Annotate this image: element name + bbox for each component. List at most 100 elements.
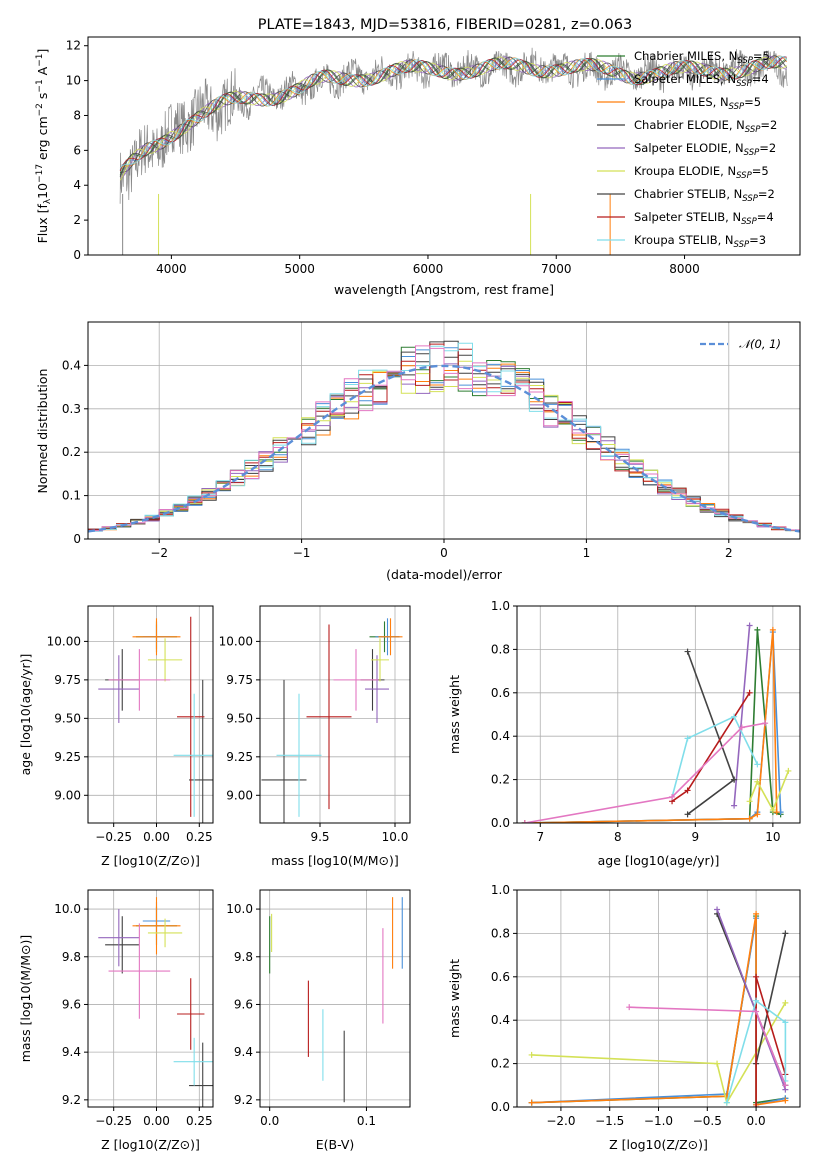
legend-label: Chabrier ELODIE, NSSP=2 (634, 118, 777, 135)
plot-area (98, 616, 213, 823)
y-tick-label: 1.0 (491, 883, 510, 897)
histogram-step (88, 343, 800, 534)
weight-marker (769, 626, 776, 633)
y-tick-label: 8 (73, 108, 81, 122)
mass-vs-EBV-panel: 0.0 0.1 9.2 9.4 9.6 9.8 10.0 E(B-V) (226, 889, 411, 1152)
histogram-series (88, 340, 800, 534)
model-spectrum (120, 55, 788, 173)
weight-marker (684, 787, 691, 794)
y-axis-label: mass [log10(M/M⊙)] (18, 935, 33, 1063)
y-tick-label: 9.6 (62, 997, 81, 1011)
y-tick-label: 0 (73, 532, 81, 546)
weight-marker (746, 622, 753, 629)
y-tick-label: 9.75 (226, 673, 253, 687)
weight-line (716, 909, 787, 1090)
model-spectrum (119, 57, 787, 178)
weight-marker (746, 798, 753, 805)
weight-line (687, 778, 735, 815)
y-tick-label: 2 (73, 213, 81, 227)
y-tick-label: 9.4 (234, 1045, 253, 1059)
y-tick-label: 10.0 (226, 902, 253, 916)
plot-area (528, 906, 789, 1107)
y-tick-label: 9.75 (54, 673, 81, 687)
weight-vs-age-panel: 7 8 9 10 0.0 0.2 0.4 0.6 0.8 1.0 age [log10(age/yr… (447, 599, 801, 868)
error-cross (98, 655, 140, 723)
spectrum-frame (87, 36, 801, 256)
model-spectrum (119, 55, 787, 179)
y-tick-label: 10 (66, 74, 81, 88)
error-cross (177, 978, 205, 1050)
weight-marker (528, 1099, 535, 1106)
weight-marker (773, 809, 780, 816)
y-tick-label: 10.0 (54, 902, 81, 916)
y-tick-label: 0.0 (491, 816, 510, 830)
weight-marker (626, 1004, 633, 1011)
y-tick-label: 9.4 (62, 1045, 81, 1059)
y-axis-label: age [log10(age/yr)] (18, 654, 33, 776)
x-axis-label: age [log10(age/yr)] (598, 853, 720, 868)
y-tick-label: 0.4 (491, 1013, 510, 1027)
figure-title: PLATE=1843, MJD=53816, FIBERID=0281, z=0… (258, 17, 632, 33)
error-cross (333, 649, 379, 711)
age-vs-mass-panel: 9.5 10.0 9.00 9.25 9.50 9.75 10.00 mass [log10(… (219, 605, 411, 868)
legend-label: Chabrier MILES, NSSP=5 (634, 49, 770, 66)
x-tick-label: 0.0 (260, 1114, 279, 1128)
y-tick-label: 0.4 (491, 729, 510, 743)
weight-marker (769, 806, 776, 813)
error-cross (189, 1042, 213, 1107)
x-tick-label: −0.25 (95, 830, 132, 844)
y-tick-label: 9.25 (226, 750, 253, 764)
y-tick-label: 0.6 (491, 970, 510, 984)
weight-marker (521, 820, 528, 823)
legend-label: Salpeter MILES, NSSP=4 (634, 72, 769, 89)
spectrum-ylabel: Flux [fλ10−17 erg cm−2 s−1 A−1] (35, 49, 53, 244)
weight-marker (669, 793, 676, 800)
legend-label: Kroupa ELODIE, NSSP=5 (634, 164, 769, 181)
x-tick-label: −2.0 (546, 1114, 575, 1128)
plot-area (261, 618, 403, 823)
error-cross (105, 916, 140, 974)
x-tick-label: 0.25 (186, 830, 213, 844)
error-cross (132, 618, 181, 656)
y-tick-label: 1.0 (491, 599, 510, 613)
frame (259, 889, 411, 1108)
frame (259, 605, 411, 824)
plot-area (98, 897, 213, 1107)
error-cross (371, 638, 389, 682)
y-axis-label: mass weight (447, 675, 462, 754)
weight-marker (754, 778, 761, 785)
weight-marker (714, 906, 721, 913)
spectrum-legend: Chabrier MILES, NSSP=5 Salpeter MILES, NS… (597, 49, 777, 250)
error-cross (108, 923, 171, 1019)
y-tick-label: 0.3 (62, 402, 81, 416)
x-tick-label: 8 (614, 830, 622, 844)
y-tick-label: 9.6 (234, 997, 253, 1011)
y-tick-label: 9.50 (226, 711, 253, 725)
y-axis-label: mass weight (447, 959, 462, 1038)
y-tick-label: 0.8 (491, 926, 510, 940)
weight-marker (746, 689, 753, 696)
weight-marker (753, 997, 760, 1004)
weight-marker (714, 1060, 721, 1067)
histogram-legend: 𝒩(0, 1) (700, 337, 781, 351)
weight-marker (753, 973, 760, 980)
x-tick-label: 10.0 (382, 830, 409, 844)
plot-area (269, 897, 403, 1103)
weight-marker (731, 713, 738, 720)
legend-label: Kroupa STELIB, NSSP=3 (634, 233, 766, 250)
grid (260, 890, 410, 1107)
weight-marker (753, 910, 760, 917)
y-tick-label: 9.2 (62, 1093, 81, 1107)
weight-marker (782, 1019, 789, 1026)
x-tick-label: 0 (440, 546, 448, 560)
y-tick-label: 0.2 (491, 1057, 510, 1071)
weight-marker (738, 724, 745, 731)
y-tick-label: 4 (73, 178, 81, 192)
weight-marker (754, 811, 761, 818)
weight-line (671, 715, 759, 798)
plot-area (521, 622, 792, 823)
y-tick-label: 0.8 (491, 642, 510, 656)
weight-marker (782, 930, 789, 937)
error-cross (306, 624, 352, 810)
